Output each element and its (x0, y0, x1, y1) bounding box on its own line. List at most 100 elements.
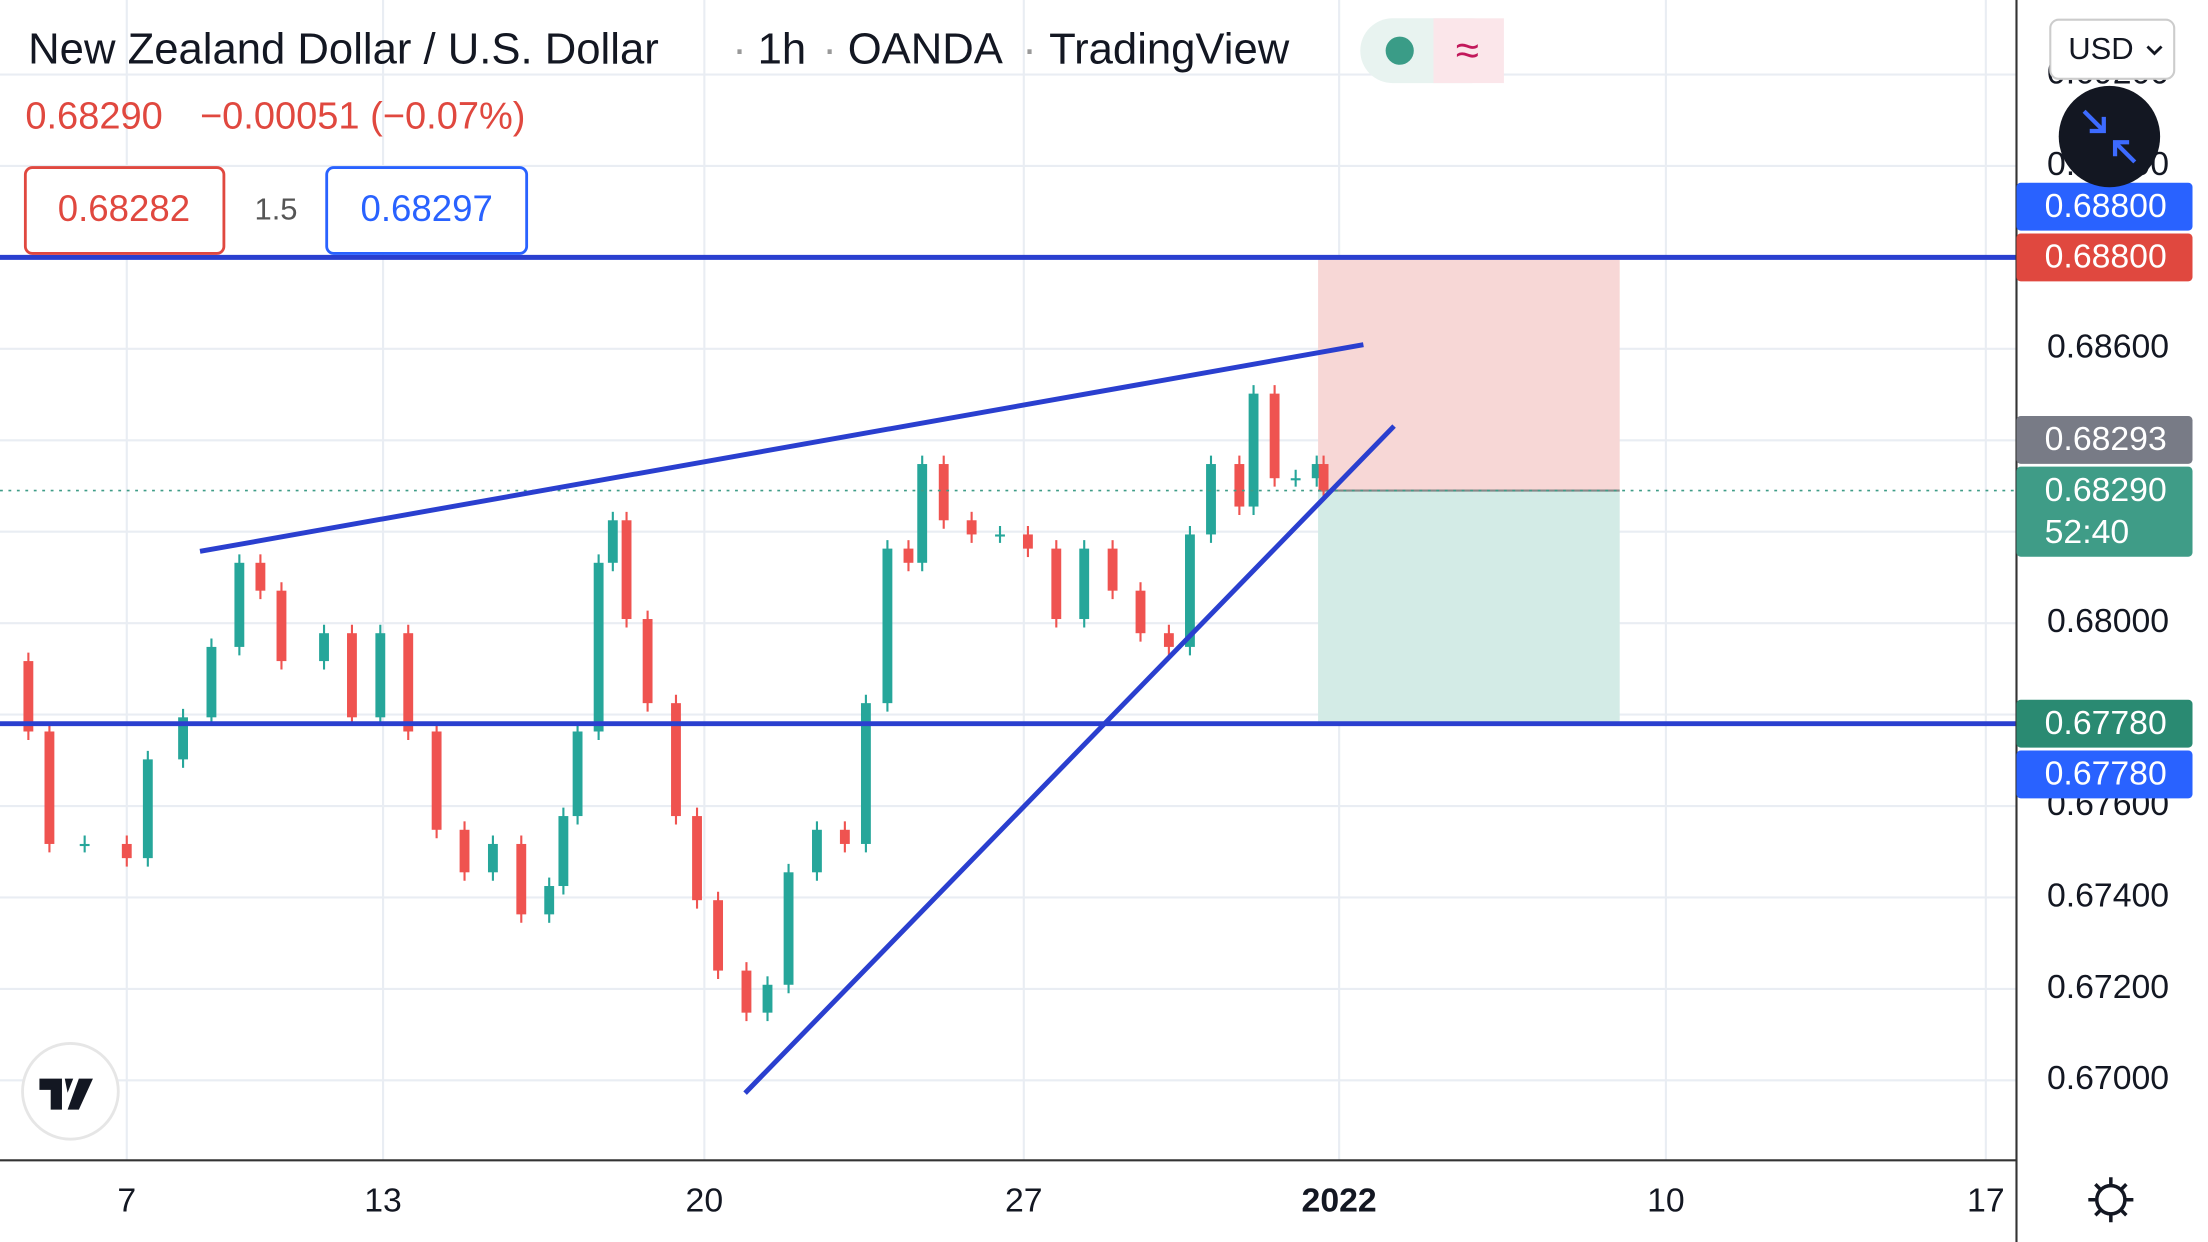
symbol-title: New Zealand Dollar / U.S. Dollar (28, 25, 659, 74)
candle-body (783, 872, 794, 985)
price-badge (2016, 415, 2193, 464)
tv-logo-button[interactable] (21, 1042, 120, 1141)
candle-body (375, 633, 386, 718)
tv-logo (39, 1078, 93, 1110)
candle-body (1135, 590, 1146, 634)
axes: 0.670000.672000.674000.676000.678000.680… (117, 53, 2193, 1219)
candle-body (621, 520, 632, 620)
candle-body (741, 970, 752, 1013)
x-tick-label: 10 (1647, 1181, 1685, 1219)
candle-body (1163, 633, 1174, 647)
candle-body (1185, 534, 1195, 647)
candle-body (347, 633, 357, 718)
x-tick-label: 20 (686, 1181, 724, 1219)
candle-body (1290, 478, 1301, 481)
price-badge (2016, 466, 2193, 557)
overlay (0, 254, 2017, 1095)
price-badge-label: 0.68293 (2045, 420, 2167, 458)
y-tick-label: 0.67200 (2047, 968, 2169, 1006)
sell-button[interactable] (23, 166, 226, 255)
collapse-icon (2082, 109, 2137, 164)
currency-dropdown[interactable] (2049, 18, 2176, 80)
price-badge-label: 0.68800 (2045, 187, 2167, 225)
spread: 1.5 (254, 191, 297, 226)
candle-body (142, 759, 153, 859)
bid-price: 0.68282 (58, 188, 190, 229)
candle-body (642, 619, 653, 704)
price-badge-label: 0.67780 (2045, 704, 2167, 742)
separator: · (1022, 25, 1037, 74)
gear-teeth (2088, 1177, 2134, 1223)
candle-body (1234, 464, 1245, 507)
dropdown-arrow (2146, 45, 2163, 56)
candle-body (1318, 464, 1329, 491)
buy-button[interactable] (325, 166, 529, 255)
x-tick-label: 2022 (1302, 1181, 1377, 1219)
price-badge (2016, 233, 2193, 282)
settings-gear[interactable] (2094, 1183, 2127, 1216)
candle-body (860, 703, 871, 844)
x-tick-label: 27 (1005, 1181, 1043, 1219)
candle-body (671, 703, 681, 817)
candle-body (558, 816, 569, 887)
separator: · (822, 25, 837, 74)
countdown: 52:40 (2045, 513, 2130, 551)
candle-body (403, 633, 414, 732)
candle-body (234, 562, 245, 647)
candle-body (255, 562, 266, 591)
candle-body (995, 534, 1005, 537)
source: TradingView (1049, 25, 1290, 74)
price-change: −0.00051 (−0.07%) (200, 95, 526, 137)
candle-body (23, 661, 34, 732)
status-pill-right (1433, 18, 1504, 84)
candle-body (839, 829, 850, 844)
trend-line (199, 342, 1364, 554)
candle-body (1206, 464, 1216, 535)
candle-body (572, 731, 583, 817)
target-zone (1318, 490, 1620, 724)
candle-body (487, 843, 498, 873)
price-badge (2016, 699, 2193, 748)
candle-body (882, 548, 893, 704)
header: New Zealand Dollar / U.S. Dollar · 1h · … (23, 18, 1504, 255)
price-badge-label: 0.68800 (2045, 238, 2167, 276)
candle-body (1051, 548, 1062, 620)
candle-body (938, 464, 949, 521)
price-badge-label: 0.67780 (2045, 755, 2167, 793)
candle-body (713, 900, 724, 971)
candle-body (692, 816, 702, 901)
candle-body (1311, 464, 1322, 479)
candle-body (178, 717, 188, 760)
delay-icon: ≈ (1456, 27, 1479, 74)
candle-body (44, 731, 55, 844)
y-tick-label: 0.68000 (2047, 602, 2169, 640)
collapse-button[interactable] (2058, 85, 2161, 188)
candle-body (121, 843, 132, 859)
price-badge (2016, 750, 2193, 799)
candle-body (459, 829, 470, 873)
separator: · (732, 25, 747, 74)
interval: 1h (758, 25, 807, 74)
candle-body (516, 843, 527, 915)
price-badge-label: 0.68290 (2045, 471, 2167, 509)
candle-body (917, 464, 928, 563)
y-tick-label: 0.67400 (2047, 876, 2169, 914)
plot (0, 257, 2017, 1022)
trend-line (743, 424, 1396, 1095)
ask-price: 0.68297 (361, 188, 493, 229)
candle-body (607, 520, 618, 563)
x-tick-label: 13 (364, 1181, 402, 1219)
candle-body (276, 590, 287, 662)
x-tick-label: 7 (117, 1181, 136, 1219)
candle-body (206, 646, 217, 718)
candle-body (762, 984, 773, 1013)
candle-body (1269, 393, 1280, 479)
candle-body (1107, 548, 1118, 591)
grid (0, 0, 2017, 1161)
y-tick-label: 0.68600 (2047, 328, 2169, 366)
x-tick-label: 17 (1967, 1181, 2005, 1219)
candle-body (319, 633, 329, 662)
candle-body (79, 843, 90, 847)
